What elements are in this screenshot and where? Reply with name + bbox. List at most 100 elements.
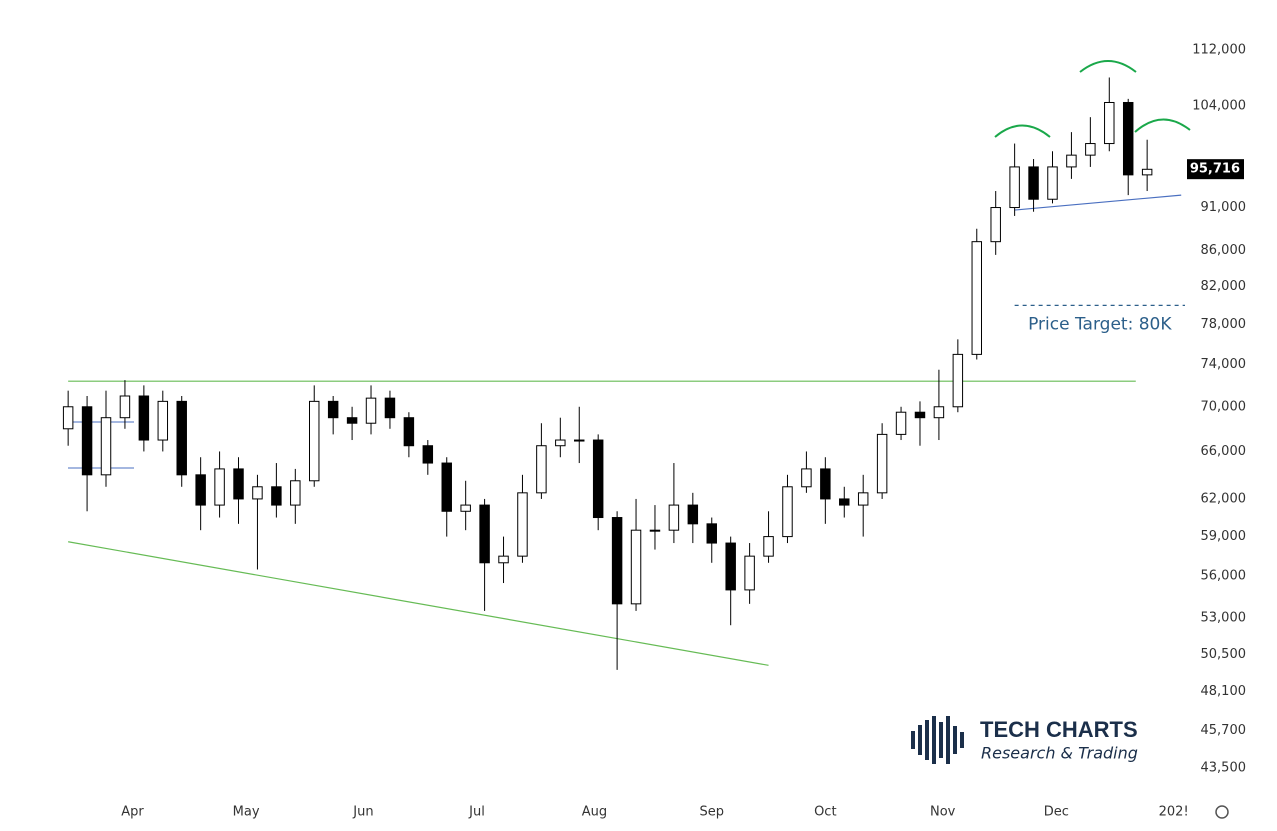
candle-body [517, 492, 528, 557]
y-tick-label: 82,000 [1201, 279, 1247, 294]
candle-body [536, 445, 547, 494]
logo-bar [939, 722, 943, 758]
candle-body [290, 480, 301, 506]
x-tick-label: 202! [1159, 805, 1189, 820]
candle-body [857, 492, 869, 506]
candle-body [1085, 143, 1096, 156]
candle-body [327, 400, 339, 419]
candle-body [839, 498, 850, 506]
candle-body [574, 439, 585, 442]
candle-body [1104, 101, 1115, 145]
x-tick-label: May [233, 805, 260, 820]
y-tick-label: 91,000 [1201, 200, 1247, 215]
candle-body [422, 445, 434, 464]
logo: TECH CHARTS Research & Trading [911, 716, 1138, 764]
candle-body [403, 417, 415, 447]
x-tick-label: Jul [468, 805, 485, 820]
candle-body [990, 207, 1001, 243]
trendline [1014, 194, 1182, 211]
candle-body [271, 486, 282, 506]
candle-body [233, 468, 244, 500]
right-shoulder-arc [1134, 118, 1191, 133]
candle-body [649, 529, 661, 532]
candle-body [876, 433, 888, 494]
candle-body [498, 555, 509, 564]
candle-body [725, 542, 736, 591]
y-tick-label: 50,500 [1201, 647, 1247, 662]
candle-body [555, 439, 566, 447]
candle-body [687, 504, 699, 525]
candle-body [365, 397, 377, 424]
candle-body [1028, 166, 1039, 200]
candle-body [1141, 168, 1153, 176]
logo-subtitle: Research & Trading [981, 744, 1138, 763]
candle-body [820, 468, 831, 500]
candle-body [157, 400, 169, 441]
candle-body [252, 486, 263, 500]
candle-body [801, 468, 812, 488]
candle-body [119, 395, 131, 419]
logo-bar [960, 732, 964, 748]
x-tick-label: Jun [352, 805, 373, 820]
y-tick-label: 53,000 [1201, 611, 1247, 626]
logo-bar [946, 716, 950, 764]
logo-bar [953, 726, 957, 754]
candle-body [895, 411, 907, 435]
candle-body [630, 529, 642, 605]
y-tick-label: 66,000 [1201, 444, 1247, 459]
y-tick-label: 104,000 [1192, 99, 1246, 114]
y-tick-label: 70,000 [1201, 399, 1247, 414]
logo-bar [918, 725, 922, 755]
candle-body [744, 555, 755, 591]
candle-body [138, 395, 150, 441]
candle-body [214, 468, 225, 506]
last-price-label: 95,716 [1190, 162, 1240, 177]
x-tick-label: Sep [699, 805, 724, 820]
y-tick-label: 86,000 [1201, 243, 1247, 258]
candle-body [1122, 101, 1134, 176]
y-tick-label: 56,000 [1201, 569, 1247, 584]
candle-body [952, 353, 964, 408]
candle-body [668, 504, 680, 531]
candle-body [1066, 154, 1077, 168]
candle-body [195, 474, 206, 506]
candle-body [1009, 166, 1020, 209]
x-tick-label: Oct [814, 805, 836, 820]
price-target-label: Price Target: 80K [1028, 314, 1172, 334]
candle-body [706, 523, 717, 544]
logo-bar [925, 720, 929, 760]
y-tick-label: 62,000 [1201, 491, 1247, 506]
candle-body [100, 417, 112, 476]
candle-body [933, 406, 945, 419]
logo-bar [932, 716, 936, 764]
candle-body [62, 406, 74, 430]
trendline [68, 541, 769, 666]
y-tick-label: 78,000 [1201, 317, 1247, 332]
candle-body [971, 241, 983, 355]
candle-body [346, 417, 358, 424]
last-price-box [1187, 159, 1244, 180]
candle-body [1047, 166, 1058, 200]
candle-body [782, 486, 793, 538]
y-tick-label: 48,100 [1201, 684, 1247, 699]
x-tick-label: Nov [930, 805, 956, 820]
logo-bar [911, 731, 915, 749]
x-tick-label: Apr [121, 805, 144, 820]
candles [62, 77, 1153, 670]
candle-body [176, 400, 187, 476]
logo-title: TECH CHARTS [980, 717, 1138, 742]
y-tick-label: 112,000 [1192, 42, 1246, 57]
settings-icon[interactable] [1215, 805, 1229, 819]
candle-body [460, 504, 471, 512]
left-shoulder-arc [994, 124, 1051, 138]
y-tick-label: 59,000 [1201, 529, 1247, 544]
candle-body [914, 411, 926, 419]
y-tick-label: 45,700 [1201, 723, 1247, 738]
y-tick-label: 43,500 [1201, 761, 1247, 776]
x-tick-label: Dec [1044, 805, 1069, 820]
candle-body [763, 536, 774, 557]
candle-body [81, 406, 93, 476]
candle-body [592, 439, 604, 519]
